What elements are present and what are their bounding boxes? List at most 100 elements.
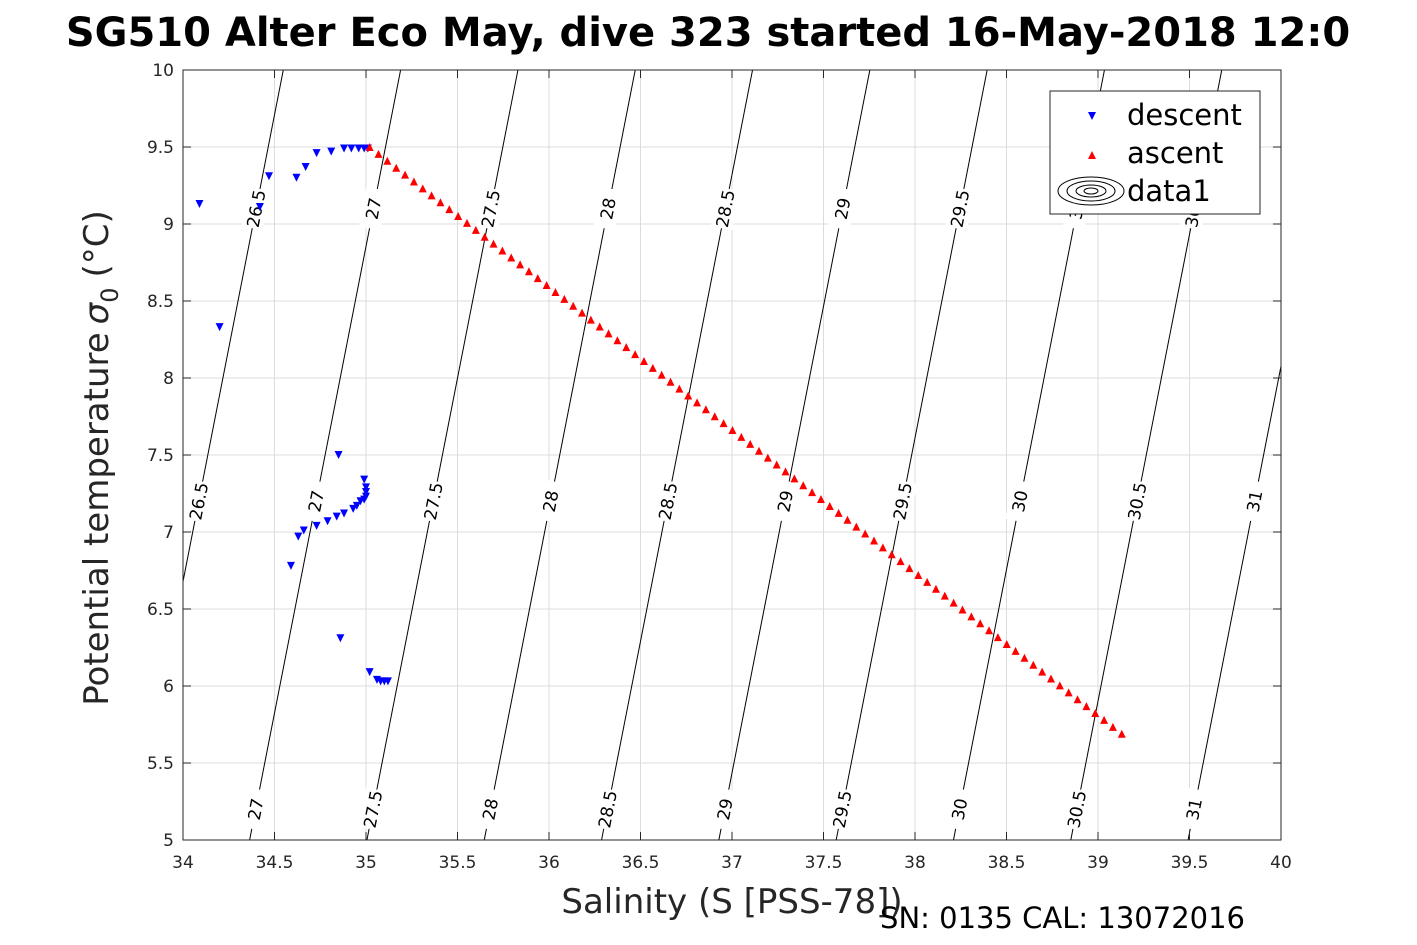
descent-series — [195, 144, 392, 686]
descent-point — [365, 668, 374, 677]
contour-label-bg — [241, 787, 271, 831]
ascent-point — [754, 446, 763, 455]
descent-point — [312, 149, 321, 158]
descent-point — [349, 504, 358, 513]
descent-point — [286, 561, 295, 570]
descent-point — [299, 526, 308, 535]
contour-label-group: 30 — [1005, 479, 1035, 523]
contour-label-bg — [944, 787, 975, 831]
contour-label: 27 — [363, 196, 387, 221]
chart-title: SG510 Alter Eco May, dive 323 started 16… — [66, 10, 1350, 56]
contour-label-bg — [710, 787, 740, 831]
contour-labels: 26.52727.52828.52929.53030.526.52727.528… — [184, 186, 1270, 831]
density-contour-line — [1187, 363, 1281, 840]
y-tick-label: 10 — [152, 61, 174, 81]
ascent-point — [914, 570, 923, 579]
legend-contour-icon — [1057, 176, 1125, 206]
legend-ascent-marker — [1088, 151, 1096, 159]
ascent-point — [949, 598, 958, 607]
ascent-point — [392, 163, 401, 172]
ascent-point — [631, 350, 640, 359]
contour-label-bg — [418, 479, 449, 523]
y-axis: 5 5.5 6 6.5 7 7.5 8 8.5 9 9.5 10 — [147, 61, 1281, 851]
ascent-point — [1064, 688, 1073, 697]
x-tick-label: 38.5 — [988, 853, 1026, 873]
ascent-point — [923, 577, 932, 586]
contour-label-bg — [476, 186, 506, 231]
ascent-point — [799, 481, 808, 490]
descent-point — [354, 144, 363, 153]
ascent-point — [622, 343, 631, 352]
legend-box — [1049, 90, 1261, 215]
ascent-point — [374, 149, 383, 158]
x-tick-label: 37 — [721, 853, 743, 873]
contour-label-bg — [827, 787, 857, 831]
contour-label-bg — [241, 186, 271, 231]
contour-label-bg — [301, 479, 331, 523]
descent-point — [215, 323, 224, 332]
ascent-point — [533, 274, 542, 283]
descent-point — [294, 532, 303, 541]
contour-label-bg — [184, 479, 214, 523]
descent-point — [195, 199, 204, 208]
descent-point — [360, 475, 369, 484]
ascent-point — [710, 412, 719, 421]
descent-point — [336, 634, 345, 643]
contour-label-group: 31 — [1239, 479, 1270, 523]
contour-label-group: 29 — [828, 186, 858, 231]
ascent-point — [887, 550, 896, 559]
y-tick-label: 5.5 — [147, 754, 174, 774]
ascent-point — [471, 225, 480, 234]
y-axis-label-main: Potential temperature — [77, 332, 117, 705]
contour-label-bg — [1122, 479, 1152, 523]
x-tick-label: 34 — [172, 853, 194, 873]
contour-label-group: 27.5 — [418, 479, 449, 523]
x-tick-label: 34.5 — [256, 853, 294, 873]
x-tick-label: 38 — [904, 853, 926, 873]
descent-point — [347, 144, 356, 153]
descent-point — [292, 173, 301, 182]
ascent-point — [816, 495, 825, 504]
contour-label: 28 — [540, 489, 564, 514]
ascent-point — [595, 322, 604, 331]
ascent-point — [1108, 722, 1117, 731]
x-axis-label: Salinity (S [PSS-78]) — [561, 882, 902, 922]
contour-label-group: 30.5 — [1062, 787, 1092, 831]
legend: descent ascent data1 — [1049, 90, 1261, 215]
contour-label-bg — [653, 479, 683, 523]
y-tick-label: 5 — [163, 831, 174, 851]
ascent-point — [905, 564, 914, 573]
y-tick-label: 6 — [163, 677, 174, 697]
contour-label-bg — [945, 186, 975, 231]
ascent-point — [808, 488, 817, 497]
contour-label-bg — [887, 479, 918, 523]
ascent-point — [870, 536, 879, 545]
ascent-point — [1020, 653, 1029, 662]
ascent-point — [1002, 640, 1011, 649]
contour-label-group: 26.5 — [184, 479, 214, 523]
ascent-point — [790, 474, 799, 483]
ascent-point — [1047, 674, 1056, 683]
contour-label-group: 28 — [536, 479, 566, 523]
y-tick-label: 7 — [163, 523, 174, 543]
contour-label-group: 28 — [593, 186, 623, 231]
ascent-point — [498, 246, 507, 255]
ascent-point — [861, 529, 870, 538]
descent-point — [362, 487, 370, 496]
ascent-point — [896, 557, 905, 566]
ascent-point — [985, 626, 994, 635]
contour-label: 27 — [305, 489, 329, 514]
ascent-series — [365, 143, 1126, 738]
ascent-point — [560, 294, 569, 303]
x-tick-label: 36 — [538, 853, 560, 873]
footer-serial: SN: 0135 CAL: 13072016 — [880, 901, 1245, 935]
contour-label-bg — [475, 787, 505, 831]
y-tick-label: 6.5 — [147, 600, 174, 620]
contour-label-group: 27 — [301, 479, 331, 523]
contour-label-bg — [1062, 787, 1092, 831]
ascent-point — [719, 419, 728, 428]
descent-point — [340, 509, 349, 518]
contour-label: 30 — [949, 797, 973, 822]
contour-label-bg — [770, 479, 800, 523]
